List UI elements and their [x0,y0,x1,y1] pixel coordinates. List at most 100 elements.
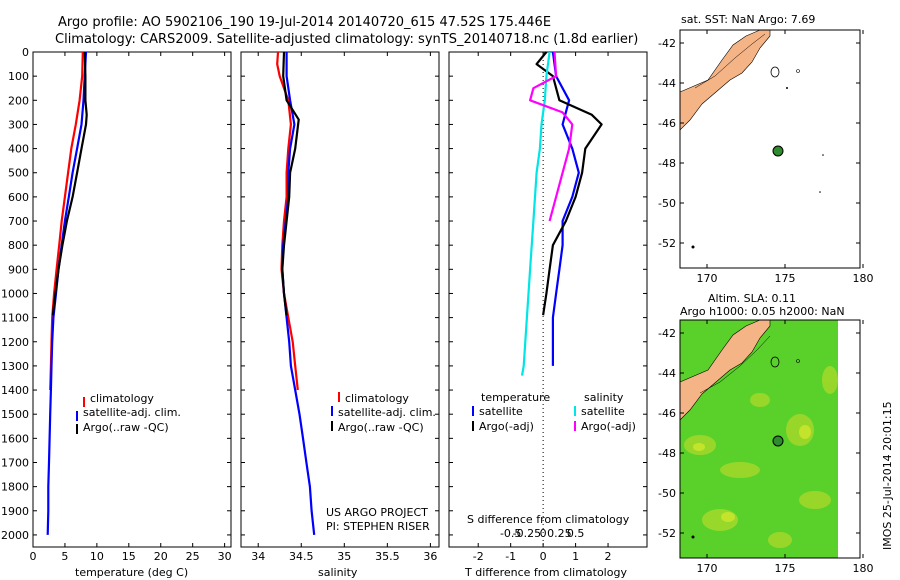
x-tick-label: 34 [251,550,265,563]
legend-label-s-satellite: satellite [581,405,625,418]
x-tick-label: 36 [423,550,437,563]
lon-tick-label: 170 [697,272,718,285]
y-tick-label: 200 [8,94,29,107]
series-line [520,51,551,376]
s-difference-axis-label: S difference from climatology [467,513,630,526]
x2-tick-label: 0.5 [567,527,585,540]
lat-tick-label: -42 [658,327,676,340]
x-tick-label: 0 [540,550,547,563]
series-line [535,51,603,316]
legend-label-argo: Argo(..raw -QC) [83,421,169,434]
x-tick-label: 34.5 [289,550,314,563]
legend-label-s-argo: Argo(-adj) [581,420,636,433]
lat-tick-label: -52 [658,527,676,540]
lat-tick-label: -48 [658,447,676,460]
x-tick-label: 5 [61,550,68,563]
sla-map-frame [679,319,861,559]
legend-label-t-satellite: satellite [479,405,523,418]
y-tick-label: 900 [8,263,29,276]
x-tick-label: -1 [505,550,516,563]
x2-tick-label: 0 [540,527,547,540]
lat-tick-label: -46 [658,407,676,420]
lat-tick-label: -48 [658,157,676,170]
sla-title-line-2: Argo h1000: 0.05 h2000: NaN [680,305,845,318]
temperature-axis-label: temperature (deg C) [75,566,188,579]
y-tick-label: 600 [8,191,29,204]
x-tick-label: 35 [337,550,351,563]
y-tick-label: 1800 [1,481,29,494]
lat-tick-label: -44 [658,367,676,380]
y-tick-label: 1200 [1,336,29,349]
y-tick-label: 800 [8,239,29,252]
sst-map-frame [679,29,861,269]
lat-tick-label: -50 [658,487,676,500]
sla-title-line-1: Altim. SLA: 0.11 [708,292,796,305]
x-tick-label: 35.5 [375,550,400,563]
y-tick-label: 1700 [1,456,29,469]
x-tick-label: 2 [605,550,612,563]
legend-label-t-argo: Argo(-adj) [479,420,534,433]
x2-tick-label: 0.25 [547,527,572,540]
argo-float-marker [772,145,784,157]
x-tick-label: 1 [572,550,579,563]
x-tick-label: 25 [186,550,200,563]
lon-tick-label: 175 [775,272,796,285]
lon-tick-label: 170 [697,562,718,575]
pi-annotation: PI: STEPHEN RISER [326,520,430,533]
lat-tick-label: -52 [658,237,676,250]
y-tick-label: 100 [8,70,29,83]
x-tick-label: 20 [154,550,168,563]
lat-tick-label: -50 [658,197,676,210]
legend-label-climatology: climatology [90,392,154,405]
x-tick-label: 10 [90,550,104,563]
series-line [51,51,88,316]
lat-tick-label: -42 [658,37,676,50]
map-ticks: -42 -44 -46 -48 -50 -52 170 175 180 -42 -44 -46 -48 -… [658,30,874,575]
x-tick-label: -2 [473,550,484,563]
series-line [281,51,300,316]
y-tick-label: 1900 [1,505,29,518]
x-tick-label: 15 [122,550,136,563]
x2-tick-label: -0.25 [513,527,541,540]
y-tick-label: 1300 [1,360,29,373]
title-line-2: Climatology: CARS2009. Satellite-adjuste… [55,32,638,47]
sst-map: sat. SST: NaN Argo: 7.69 [679,13,861,269]
land-mass [679,29,771,131]
y-tick-label: 0 [22,46,29,59]
y-tick-label: 1600 [1,432,29,445]
lat-tick-label: -44 [658,77,676,90]
y-tick-label: 1000 [1,287,29,300]
y-tick-label: 300 [8,118,29,131]
title-line-1: Argo profile: AO 5902106_190 19-Jul-2014… [58,15,551,30]
lat-tick-label: -46 [658,117,676,130]
lon-tick-label: 175 [775,562,796,575]
sst-map-title: sat. SST: NaN Argo: 7.69 [681,13,815,26]
y-tick-label: 1100 [1,312,29,325]
profile-plots: 0 5 10 15 20 25 300100200300400500600700800900… [1,46,647,563]
legend-title-salinity: salinity [584,391,624,404]
legend-label-satellite: satellite-adj. clim. [83,406,181,419]
y-tick-label: 2000 [1,529,29,542]
legend-label-climatology: climatology [345,392,409,405]
series-line [551,51,580,366]
argo-float-marker [772,435,784,447]
difference-legend: temperature salinity satellite Argo(-adj… [472,391,636,433]
series-line [529,51,574,222]
legend-label-argo: Argo(..raw -QC) [338,421,424,434]
legend-label-satellite: satellite-adj. clim. [338,406,436,419]
lon-tick-label: 180 [853,562,874,575]
y-tick-label: 400 [8,143,29,156]
salinity-legend: climatology satellite-adj. clim. Argo(..… [331,392,436,434]
y-tick-label: 1500 [1,408,29,421]
sla-map: Altim. SLA: 0.11 Argo h1000: 0.05 h2000:… [679,292,861,559]
temperature-panel-frame [32,51,232,548]
legend-title-temperature: temperature [481,391,550,404]
salinity-panel-frame [240,51,440,548]
project-annotation: US ARGO PROJECT [326,506,428,519]
x2-tick-label: -0.5 [500,527,521,540]
y-tick-label: 700 [8,215,29,228]
lon-tick-label: 180 [853,272,874,285]
x-tick-label: 30 [218,550,232,563]
salinity-axis-label: salinity [318,566,358,579]
